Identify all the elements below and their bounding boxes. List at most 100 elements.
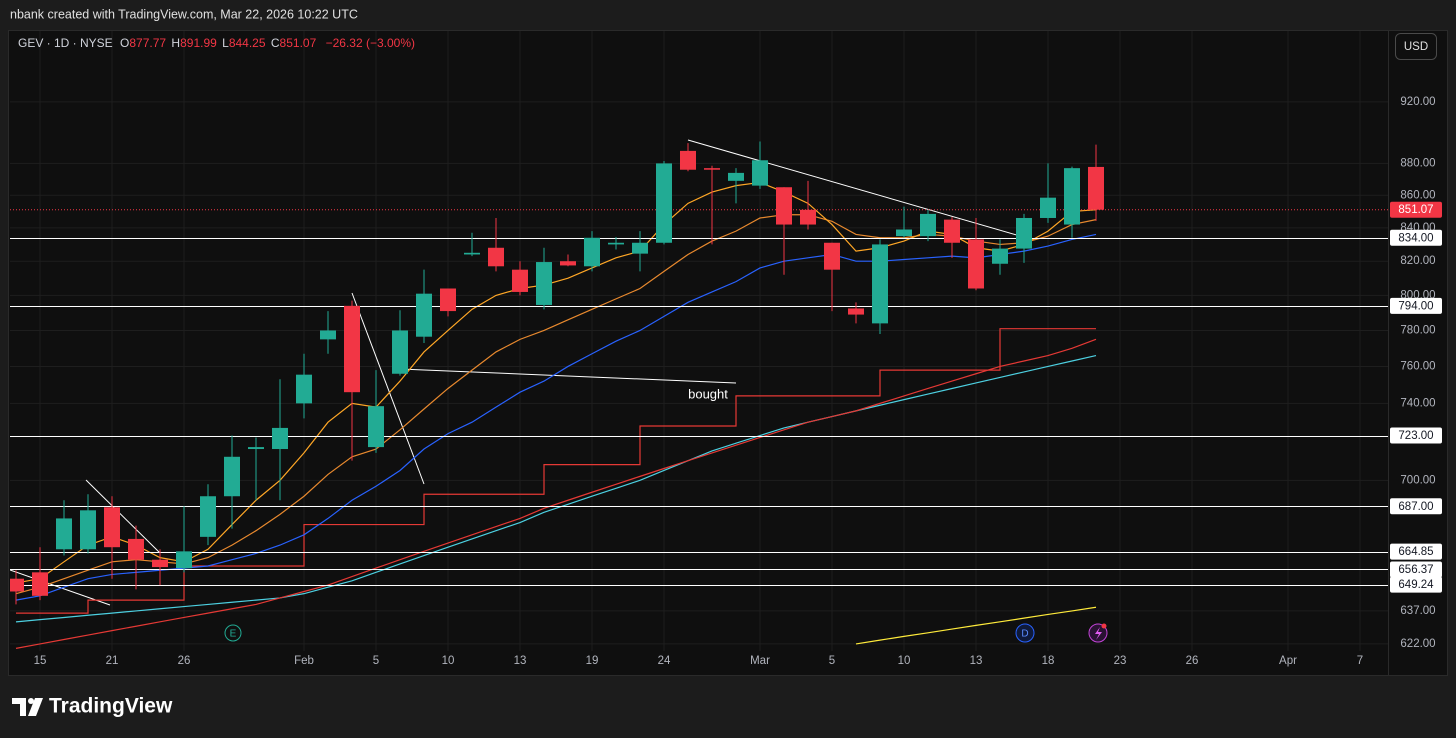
dividend-marker[interactable] xyxy=(1015,623,1035,643)
annotation: bought xyxy=(688,386,728,401)
x-tick-label: Mar xyxy=(750,655,770,667)
candle-body xyxy=(992,248,1008,264)
earnings-marker-label[interactable]: E xyxy=(230,629,237,640)
low-value: 844.25 xyxy=(229,36,266,50)
indicator-line xyxy=(855,606,1097,645)
level-tag xyxy=(1390,229,1442,246)
x-tick-label: 21 xyxy=(106,655,119,667)
open-label: O xyxy=(120,36,129,50)
x-tick-label: 18 xyxy=(1042,655,1055,667)
x-tick-label: 10 xyxy=(442,655,455,667)
y-tick-label: 760.00 xyxy=(1400,360,1435,372)
open-value: 877.77 xyxy=(129,36,166,50)
change: −26.32 (−3.00%) xyxy=(326,36,415,50)
dividend-marker-label[interactable]: D xyxy=(1021,629,1028,640)
candle-body xyxy=(368,406,384,448)
x-tick-label: 7 xyxy=(1357,655,1363,667)
y-tick-label: 820.00 xyxy=(1400,255,1435,267)
y-tick-label: 880.00 xyxy=(1400,157,1435,169)
watermark: nbank created with TradingView.com, Mar … xyxy=(10,7,358,21)
level-label: 664.85 xyxy=(1398,546,1433,558)
close-value: 851.07 xyxy=(280,36,317,50)
trendline xyxy=(85,479,161,554)
candle-body xyxy=(800,209,816,225)
close-label: C xyxy=(271,36,280,50)
level-tag xyxy=(1390,576,1442,593)
candle-body xyxy=(248,447,264,450)
trendline xyxy=(687,139,1021,237)
trendline xyxy=(351,292,425,485)
candle-body xyxy=(1016,217,1032,249)
candle-body xyxy=(416,293,432,337)
candle-body xyxy=(656,163,672,243)
candle-body xyxy=(680,150,696,170)
candle-body xyxy=(920,213,936,237)
y-tick-label: 637.00 xyxy=(1400,605,1435,617)
candle-body xyxy=(392,330,408,374)
candle-body xyxy=(1040,197,1056,218)
legend-header: GEV · 1D · NYSE O877.77 H891.99 L844.25 … xyxy=(18,36,415,50)
level-label: 723.00 xyxy=(1398,430,1433,442)
last-price-tag xyxy=(1390,201,1442,218)
indicator-line xyxy=(15,181,1097,584)
symbol: GEV · 1D · NYSE xyxy=(18,36,113,50)
candle-body xyxy=(152,559,168,568)
x-tick-label: Feb xyxy=(294,655,314,667)
candle-body xyxy=(56,518,72,550)
level-tag xyxy=(1390,427,1442,444)
x-tick-label: 5 xyxy=(373,655,379,667)
candle-body xyxy=(176,551,192,569)
event-dot xyxy=(1101,623,1107,629)
candle-body xyxy=(440,288,456,312)
x-tick-label: 15 xyxy=(34,655,47,667)
currency[interactable]: USD xyxy=(1404,41,1428,53)
level-label: 687.00 xyxy=(1398,501,1433,513)
candle-body xyxy=(200,496,216,537)
trendline xyxy=(10,569,111,606)
level-label: 649.24 xyxy=(1398,579,1434,591)
candle-body xyxy=(632,242,648,254)
candle-body xyxy=(536,262,552,305)
last-price-label: 851.07 xyxy=(1398,204,1433,216)
x-tick-label: 26 xyxy=(178,655,191,667)
y-tick-label: 780.00 xyxy=(1400,324,1435,336)
candle-body xyxy=(704,168,720,170)
x-tick-label: 13 xyxy=(514,655,527,667)
brand: TradingView xyxy=(49,695,173,718)
x-tick-label: 24 xyxy=(658,655,671,667)
candle-body xyxy=(1064,168,1080,225)
trendline xyxy=(399,368,737,384)
candle-body xyxy=(872,244,888,324)
high-value: 891.99 xyxy=(180,36,217,50)
currency-button[interactable] xyxy=(1395,33,1437,60)
logo-part xyxy=(28,698,43,716)
level-tag xyxy=(1390,498,1442,515)
x-tick-label: 19 xyxy=(586,655,599,667)
level-label: 834.00 xyxy=(1398,232,1433,244)
level-tag xyxy=(1390,297,1442,314)
x-tick-label: 10 xyxy=(898,655,911,667)
level-tag xyxy=(1390,561,1442,578)
brand-logo xyxy=(12,698,43,716)
candle-body xyxy=(560,261,576,266)
level-label: 656.37 xyxy=(1398,564,1433,576)
x-tick-label: 5 xyxy=(829,655,835,667)
candle-body xyxy=(296,374,312,404)
candle-body xyxy=(512,269,528,292)
candle-body xyxy=(776,187,792,225)
candle-body xyxy=(848,308,864,315)
candle-body xyxy=(128,538,144,560)
candle-body xyxy=(320,330,336,340)
candle-body xyxy=(104,507,120,548)
candle-body xyxy=(32,572,48,596)
earnings-marker[interactable] xyxy=(224,624,242,642)
y-tick-label: 860.00 xyxy=(1400,189,1435,201)
candle-body xyxy=(80,510,96,550)
candle-body xyxy=(10,578,24,592)
y-tick-label: 622.00 xyxy=(1400,638,1435,650)
level-tag xyxy=(1390,543,1442,560)
candle-body xyxy=(824,242,840,270)
candle-body xyxy=(896,229,912,237)
candle-body xyxy=(584,237,600,267)
